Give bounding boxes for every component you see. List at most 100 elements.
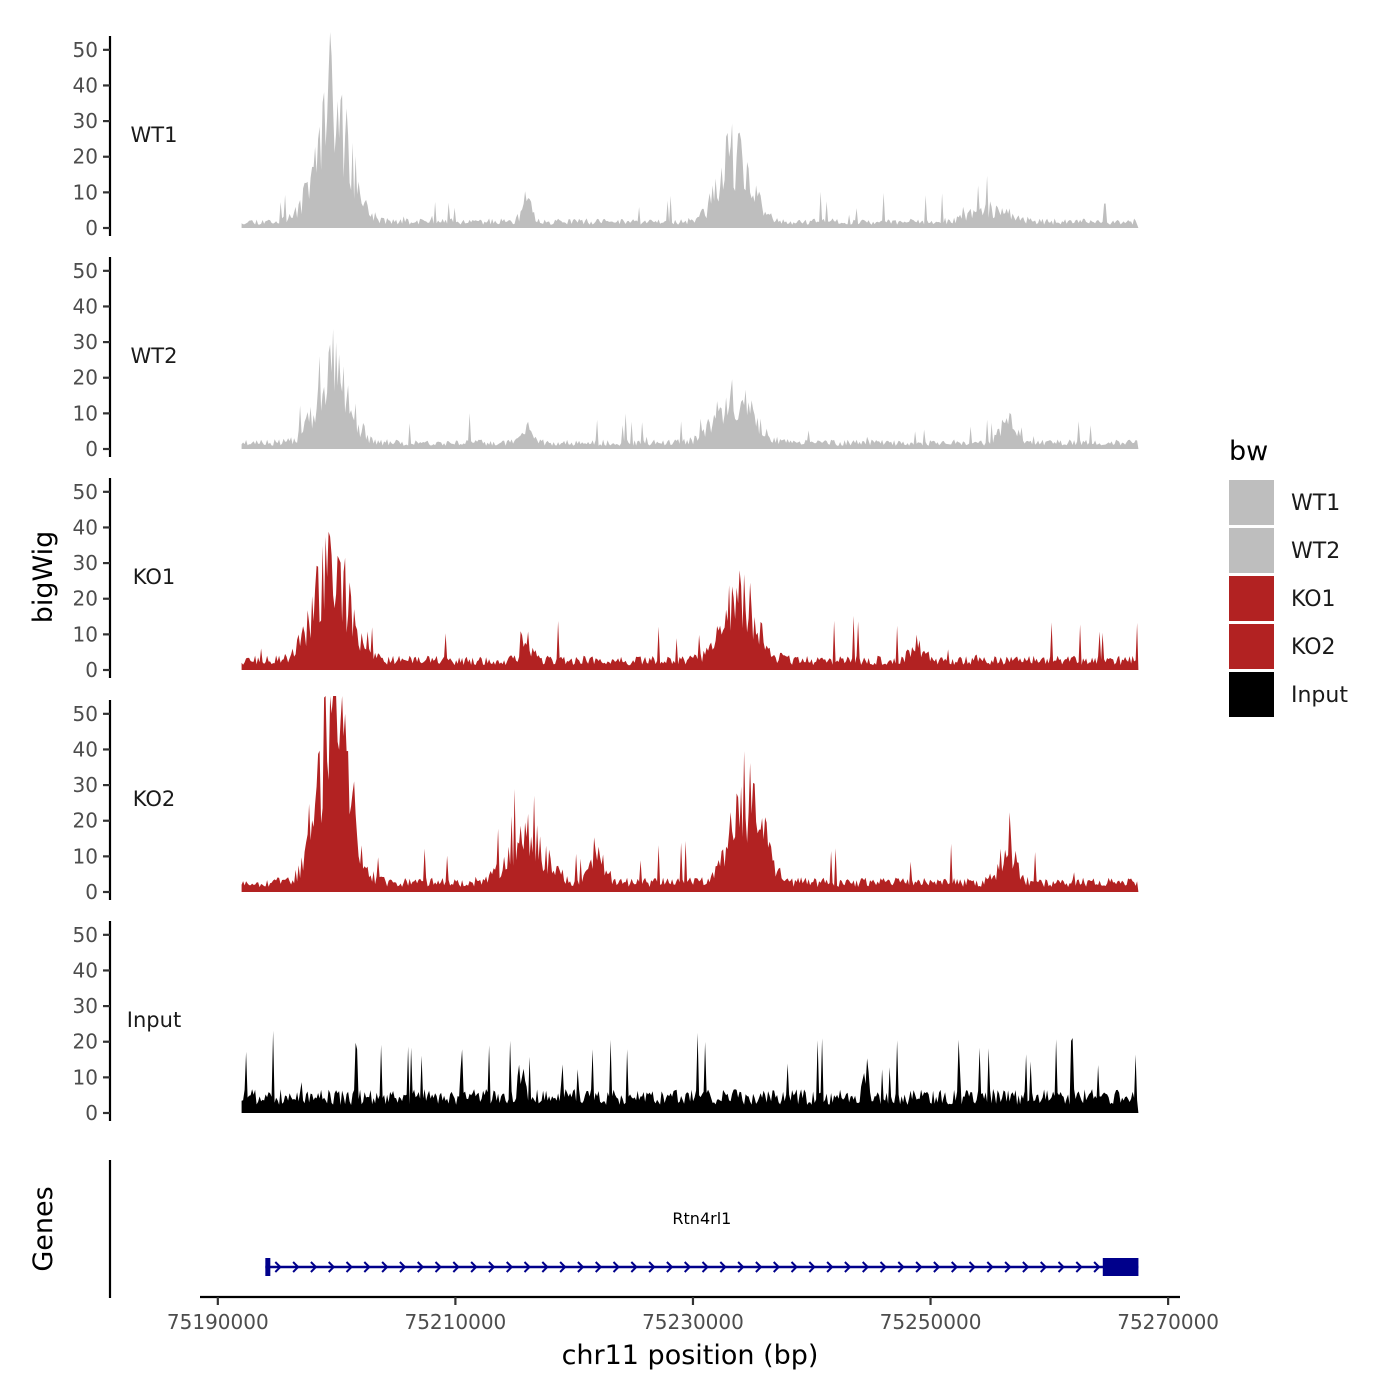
strand-arrow-icon bbox=[327, 1261, 336, 1273]
strand-arrow-icon bbox=[541, 1261, 549, 1273]
strand-arrow-icon bbox=[719, 1261, 727, 1273]
legend-label-wt1: WT1 bbox=[1291, 491, 1340, 516]
y-tick-label: 50 bbox=[73, 480, 98, 504]
track-wt1: 0 10 20 30 40 50 WT1 bbox=[73, 32, 1139, 240]
strand-arrow-icon bbox=[345, 1261, 353, 1273]
strand-arrow-icon bbox=[986, 1261, 994, 1273]
y-tick-label: 40 bbox=[73, 737, 98, 761]
x-tick-label: 75190000 bbox=[167, 1310, 269, 1334]
track-label: WT1 bbox=[131, 123, 178, 147]
x-tick-label: 75250000 bbox=[880, 1310, 982, 1334]
legend-title: bw bbox=[1229, 436, 1268, 467]
strand-arrow-icon bbox=[1039, 1261, 1048, 1273]
track-wt2: 0 10 20 30 40 50 WT2 bbox=[73, 257, 1139, 461]
y-tick-label: 30 bbox=[73, 109, 98, 133]
strand-arrow-icon bbox=[701, 1261, 709, 1273]
strand-arrow-icon bbox=[1004, 1261, 1012, 1273]
legend-swatch-wt2 bbox=[1229, 528, 1274, 573]
signal-area-ko1 bbox=[241, 531, 1139, 670]
y-tick-label: 20 bbox=[73, 145, 98, 169]
y-tick-label: 0 bbox=[85, 658, 98, 682]
strand-arrow-icon bbox=[666, 1261, 674, 1273]
track-ko2: 0 10 20 30 40 50 KO2 bbox=[73, 696, 1139, 904]
signal-tracks: 0 10 20 30 40 50 WT1 0 10 20 30 40 50 WT2 0 10 20 30 40 50 K… bbox=[73, 32, 1139, 1125]
legend-label-input: Input bbox=[1291, 683, 1348, 708]
strand-arrow-icon bbox=[844, 1261, 852, 1273]
x-tick-label: 75210000 bbox=[404, 1310, 506, 1334]
strand-arrow-icon bbox=[1093, 1261, 1101, 1273]
gene-exon bbox=[1102, 1258, 1139, 1276]
strand-arrow-icon bbox=[1075, 1261, 1083, 1273]
strand-arrow-icon bbox=[879, 1261, 887, 1273]
y-tick-label: 40 bbox=[73, 73, 98, 97]
strand-arrow-icon bbox=[826, 1261, 834, 1273]
strand-arrow-icon bbox=[381, 1261, 389, 1273]
legend-swatch-input bbox=[1229, 672, 1274, 717]
y-tick-label: 0 bbox=[85, 1101, 98, 1125]
strand-arrow-icon bbox=[523, 1261, 531, 1273]
y-tick-label: 30 bbox=[73, 773, 98, 797]
gene-track-title: Genes bbox=[28, 1186, 59, 1271]
strand-arrow-icon bbox=[755, 1261, 763, 1273]
y-tick-label: 10 bbox=[73, 844, 98, 868]
y-tick-label: 20 bbox=[73, 587, 98, 611]
y-tick-label: 10 bbox=[73, 180, 98, 204]
y-tick-label: 0 bbox=[85, 437, 98, 461]
y-tick-label: 0 bbox=[85, 880, 98, 904]
strand-arrow-icon bbox=[434, 1261, 442, 1273]
y-tick-label: 50 bbox=[73, 702, 98, 726]
strand-arrow-icon bbox=[772, 1261, 781, 1273]
y-tick-label: 0 bbox=[85, 216, 98, 240]
strand-arrow-icon bbox=[274, 1261, 282, 1273]
y-tick-label: 50 bbox=[73, 259, 98, 283]
strand-arrow-icon bbox=[808, 1261, 816, 1273]
track-label: KO2 bbox=[133, 787, 176, 811]
y-tick-label: 50 bbox=[73, 923, 98, 947]
signal-area-ko2 bbox=[241, 696, 1139, 892]
signal-area-input bbox=[241, 1030, 1139, 1113]
legend-label-ko2: KO2 bbox=[1291, 635, 1336, 660]
legend: bw WT1 WT2 KO1 KO2 Input bbox=[1229, 436, 1348, 717]
gene-track: Rtn4rl1 bbox=[108, 1160, 1139, 1298]
strand-arrow-icon bbox=[630, 1261, 638, 1273]
strand-arrow-icon bbox=[399, 1261, 407, 1273]
x-axis: 75190000 75210000 75230000 75250000 75270000 bbox=[167, 1295, 1219, 1334]
legend-label-wt2: WT2 bbox=[1291, 539, 1340, 564]
strand-arrow-icon bbox=[648, 1261, 656, 1273]
strand-arrow-icon bbox=[1057, 1261, 1065, 1273]
y-axis-title: bigWig bbox=[28, 531, 59, 624]
y-tick-label: 40 bbox=[73, 515, 98, 539]
y-tick-label: 10 bbox=[73, 401, 98, 425]
y-tick-label: 30 bbox=[73, 551, 98, 575]
y-tick-label: 20 bbox=[73, 1030, 98, 1054]
track-input: 0 10 20 30 40 50 Input bbox=[73, 921, 1139, 1125]
y-tick-label: 30 bbox=[73, 994, 98, 1018]
strand-arrow-icon bbox=[950, 1261, 959, 1273]
strand-arrow-icon bbox=[683, 1261, 692, 1273]
legend-swatch-wt1 bbox=[1229, 480, 1274, 525]
gene-name-label: Rtn4rl1 bbox=[672, 1209, 731, 1228]
x-tick-label: 75270000 bbox=[1117, 1310, 1219, 1334]
y-tick-label: 40 bbox=[73, 294, 98, 318]
strand-arrow-icon bbox=[1022, 1261, 1030, 1273]
strand-arrow-icon bbox=[737, 1261, 745, 1273]
strand-arrow-icon bbox=[594, 1261, 603, 1273]
y-tick-label: 10 bbox=[73, 1065, 98, 1089]
strand-arrow-icon bbox=[915, 1261, 923, 1273]
x-axis-title: chr11 position (bp) bbox=[562, 1340, 819, 1371]
strand-arrow-icon bbox=[470, 1261, 478, 1273]
strand-arrow-icon bbox=[505, 1261, 514, 1273]
strand-arrow-icon bbox=[559, 1261, 567, 1273]
y-tick-label: 20 bbox=[73, 809, 98, 833]
y-tick-label: 40 bbox=[73, 958, 98, 982]
strand-arrow-icon bbox=[897, 1261, 905, 1273]
y-tick-label: 50 bbox=[73, 38, 98, 62]
track-label: WT2 bbox=[131, 344, 178, 368]
x-tick-label: 75230000 bbox=[642, 1310, 744, 1334]
strand-arrow-icon bbox=[968, 1261, 976, 1273]
strand-arrow-icon bbox=[363, 1261, 371, 1273]
strand-arrow-icon bbox=[488, 1261, 496, 1273]
legend-label-ko1: KO1 bbox=[1291, 587, 1336, 612]
gene-exon bbox=[265, 1258, 271, 1276]
